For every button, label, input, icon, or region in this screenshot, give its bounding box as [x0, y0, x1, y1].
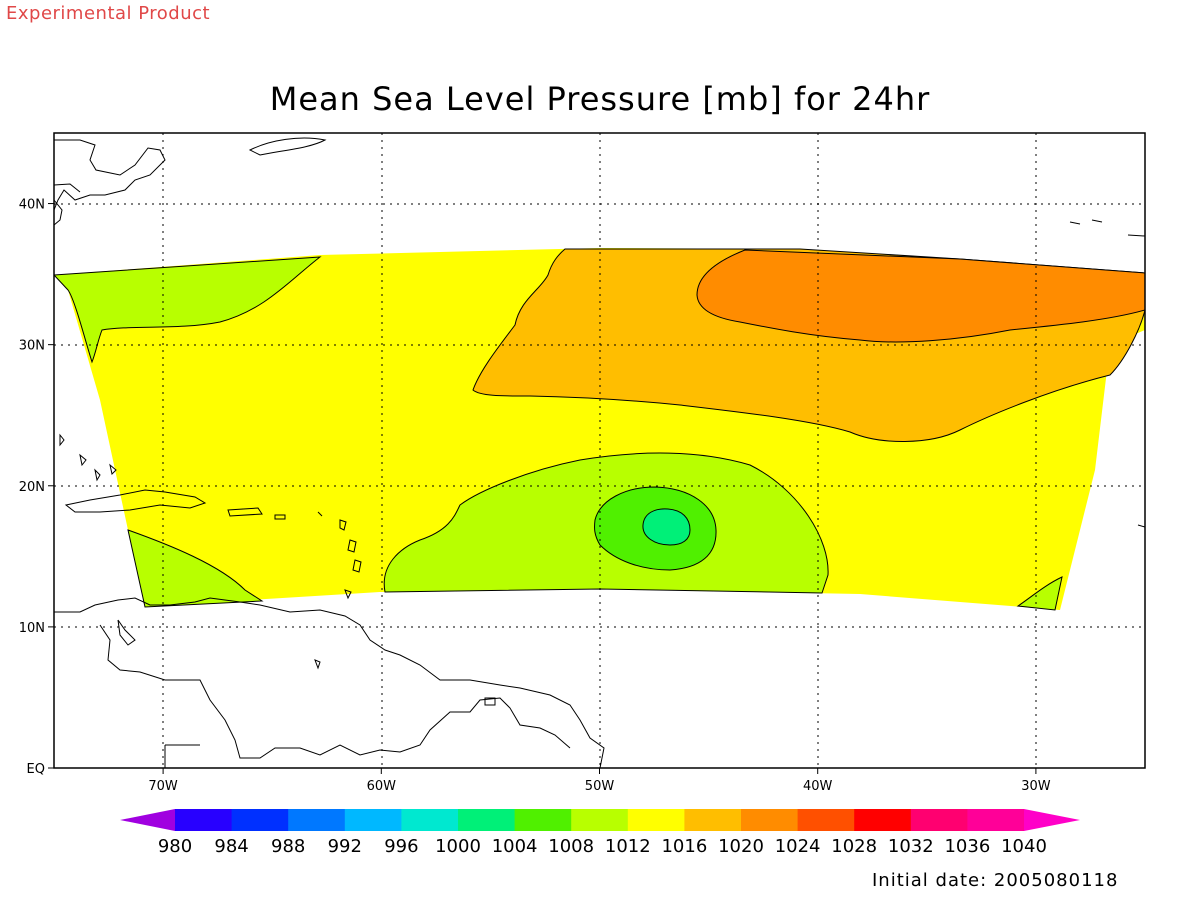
- colorbar-level-label: 1020: [718, 836, 764, 857]
- lat-tick-label: 30N: [19, 339, 45, 354]
- colorbar-level-label: 1000: [435, 836, 481, 857]
- colorbar-swatch: [175, 809, 233, 831]
- lon-tick-label: 30W: [1021, 779, 1051, 794]
- colorbar-level-label: 1008: [548, 836, 594, 857]
- colorbar-swatch: [231, 809, 289, 831]
- lat-tick-label: 20N: [19, 480, 45, 495]
- lon-tick-label: 60W: [367, 779, 397, 794]
- axis-ticks: 70W 60W 50W 40W 30W EQ 10N 20N 30N 40N: [19, 198, 1051, 794]
- colorbar-level-label: 996: [384, 836, 418, 857]
- colorbar-swatch: [627, 809, 685, 831]
- colorbar-level-label: 988: [271, 836, 305, 857]
- lat-tick-label: EQ: [27, 762, 45, 777]
- colorbar-swatch: [741, 809, 799, 831]
- colorbar-swatch: [401, 809, 459, 831]
- colorbar-level-label: 984: [214, 836, 248, 857]
- colorbar-level-label: 1032: [888, 836, 934, 857]
- lon-tick-label: 70W: [148, 779, 178, 794]
- colorbar-level-label: 1028: [831, 836, 877, 857]
- colorbar: 980 984 988 992 996 1000 1004 1008 1012 1016 1020 1…: [120, 809, 1080, 857]
- lon-tick-label: 40W: [803, 779, 833, 794]
- colorbar-swatch: [344, 809, 402, 831]
- colorbar-swatch: [684, 809, 742, 831]
- colorbar-swatch: [288, 809, 346, 831]
- lon-tick-label: 50W: [585, 779, 615, 794]
- colorbar-swatch: [797, 809, 855, 831]
- contour-1008-southwest: [127, 529, 264, 608]
- contour-1008-southeast: [1016, 576, 1063, 611]
- colorbar-swatch: [514, 809, 572, 831]
- colorbar-level-label: 992: [328, 836, 362, 857]
- contour-1020: [696, 249, 1145, 343]
- colorbar-swatch: [910, 809, 968, 831]
- colorbar-arrow-low: [120, 809, 175, 831]
- colorbar-level-label: 1040: [1001, 836, 1047, 857]
- colorbar-level-label: 1004: [492, 836, 538, 857]
- colorbar-swatch: [967, 809, 1025, 831]
- colorbar-level-label: 1036: [944, 836, 990, 857]
- map-grid: [54, 133, 1145, 768]
- experimental-product-label: Experimental Product: [6, 3, 211, 24]
- contour-1000: [642, 508, 691, 546]
- colorbar-level-label: 1016: [661, 836, 707, 857]
- colorbar-level-label: 1012: [605, 836, 651, 857]
- colorbar-arrow-high: [1024, 809, 1080, 831]
- colorbar-swatch: [458, 809, 516, 831]
- coastlines: [54, 137, 1145, 768]
- colorbar-level-label: 1024: [775, 836, 821, 857]
- colorbar-level-label: 980: [158, 836, 192, 857]
- lat-tick-label: 10N: [19, 621, 45, 636]
- colorbar-swatch: [571, 809, 629, 831]
- lat-tick-label: 40N: [19, 198, 45, 213]
- colorbar-swatch: [854, 809, 912, 831]
- contour-1008-northwest: [54, 256, 322, 364]
- initial-date: Initial date: 2005080118: [872, 870, 1119, 891]
- map-title: Mean Sea Level Pressure [mb] for 24hr: [269, 80, 931, 118]
